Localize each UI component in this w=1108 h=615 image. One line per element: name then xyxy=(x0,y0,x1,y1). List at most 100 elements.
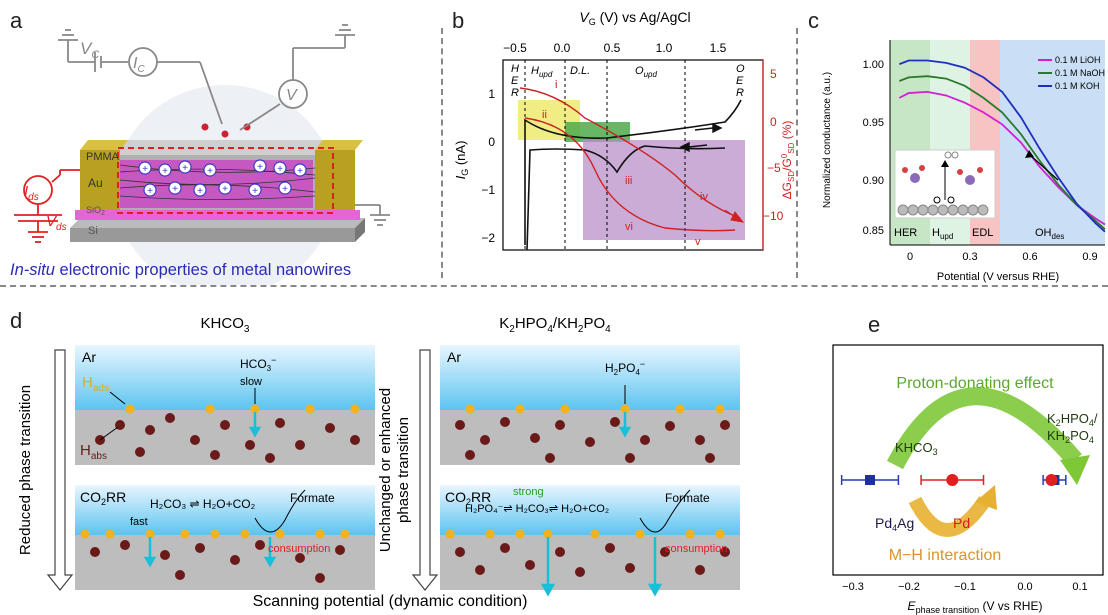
e-xlabel: Ephase transition (V vs RHE) xyxy=(908,599,1043,615)
c-y-ticks: 1.00 0.95 0.90 0.85 xyxy=(863,59,884,237)
svg-text:0.1 M LiOH: 0.1 M LiOH xyxy=(1055,55,1101,65)
svg-text:0.0: 0.0 xyxy=(1017,581,1032,593)
d-ar-left: Ar xyxy=(82,349,96,365)
svg-text:Hupd: Hupd xyxy=(932,227,953,241)
svg-text:H: H xyxy=(511,63,519,75)
svg-text:−1: −1 xyxy=(481,183,495,197)
panel-a-caption: In-situ electronic properties of metal n… xyxy=(10,261,351,279)
d-eq-right: H₂PO₄⁻⇌ H₂CO₃⇌ H₂O+CO₂ xyxy=(465,503,609,515)
d-co2rr-left: CO2RR xyxy=(80,489,126,507)
svg-text:i: i xyxy=(555,79,557,91)
svg-text:1.00: 1.00 xyxy=(863,59,884,71)
svg-text:+: + xyxy=(142,164,148,175)
e-mh-label: M−H interaction xyxy=(889,547,1002,564)
svg-text:HER: HER xyxy=(894,227,917,239)
svg-text:+: + xyxy=(257,162,263,173)
b-region-labels: HER Hupd D.L. Oupd OER xyxy=(511,63,745,99)
svg-text:0.95: 0.95 xyxy=(863,117,884,129)
divider-ab xyxy=(441,28,443,278)
e-pd4ag-label: Pd4Ag xyxy=(875,515,914,533)
svg-text:−5: −5 xyxy=(767,161,781,175)
svg-text:+: + xyxy=(222,184,228,195)
sio2-layer xyxy=(75,210,360,220)
svg-text:0: 0 xyxy=(907,251,913,263)
e-proton-label: Proton-donating effect xyxy=(896,375,1054,392)
au-right-electrode xyxy=(315,150,355,210)
v-label: V xyxy=(286,87,298,104)
h-abs-dots xyxy=(90,413,730,583)
si-label: Si xyxy=(88,225,98,237)
b-left-label: IG (nA) xyxy=(453,141,470,180)
horizontal-divider xyxy=(0,285,1108,287)
vc-label: VC xyxy=(80,39,99,61)
svg-text:1.0: 1.0 xyxy=(656,41,673,55)
e-point-square-0 xyxy=(865,475,876,485)
panel-a-schematic: + + + + + + + + + + + + + VC IC V xyxy=(10,24,390,285)
b-top-ticks: −0.5 0.0 0.5 1.0 1.5 xyxy=(503,41,727,55)
d-side-right-1: Unchanged or enhanced xyxy=(377,388,394,552)
svg-text:Oupd: Oupd xyxy=(635,65,657,79)
d-side-right-2: phase transition xyxy=(395,417,412,523)
d-co2rr-right: CO2RR xyxy=(445,489,491,507)
b-top-axis-label: VG (V) vs Ag/AgCl xyxy=(579,9,690,27)
svg-text:iii: iii xyxy=(625,175,632,187)
svg-text:Hupd: Hupd xyxy=(531,65,553,79)
ic-label: IC xyxy=(133,55,145,75)
svg-text:+: + xyxy=(282,184,288,195)
svg-text:0.85: 0.85 xyxy=(863,225,884,237)
e-point-circle-2 xyxy=(1045,474,1058,486)
svg-text:0.5: 0.5 xyxy=(604,41,621,55)
svg-text:0.9: 0.9 xyxy=(1082,251,1097,263)
panel-label-c: c xyxy=(808,8,819,33)
c-legend: 0.1 M LiOH 0.1 M NaOH 0.1 M KOH xyxy=(1038,55,1105,91)
c-series-line-2 xyxy=(899,59,1106,233)
svg-text:R: R xyxy=(736,87,744,99)
panel-c-chart: 1.00 0.95 0.90 0.85 0 0.3 0.6 0.9 Normal… xyxy=(822,40,1106,283)
vds-label: Vds xyxy=(46,213,67,233)
c-x-ticks: 0 0.3 0.6 0.9 xyxy=(907,251,1098,263)
e-yellow-arc xyxy=(908,496,991,537)
svg-text:0.1 M NaOH: 0.1 M NaOH xyxy=(1055,68,1105,78)
svg-text:iv: iv xyxy=(700,191,708,203)
svg-text:E: E xyxy=(736,75,744,87)
si-substrate xyxy=(70,228,355,242)
d-ar-right: Ar xyxy=(447,349,461,365)
svg-text:0: 0 xyxy=(488,135,495,149)
svg-text:0.1 M KOH: 0.1 M KOH xyxy=(1055,81,1100,91)
d-formate-left: Formate xyxy=(290,491,335,505)
au-label: Au xyxy=(88,176,103,190)
svg-text:E: E xyxy=(511,75,519,87)
c-region-labels: HER Hupd EDL OHdes xyxy=(894,227,1064,241)
e-green-arc xyxy=(887,387,1082,470)
d-habs-label: Habs xyxy=(80,442,107,462)
region-purple xyxy=(583,140,745,240)
e-k2hpo4-line1: K2HPO4/ xyxy=(1047,411,1098,428)
svg-text:−10: −10 xyxy=(763,209,784,223)
svg-text:−0.5: −0.5 xyxy=(503,41,527,55)
svg-text:+: + xyxy=(197,186,203,197)
d-eq-left: H₂CO₃ ⇌ H₂O+CO₂ xyxy=(150,497,256,511)
svg-text:−0.2: −0.2 xyxy=(898,581,920,593)
svg-text:+: + xyxy=(172,184,178,195)
svg-text:−0.3: −0.3 xyxy=(842,581,864,593)
e-x-ticks: −0.3 −0.2 −0.1 0.0 0.1 xyxy=(842,581,1088,593)
d-title-right: K2HPO4/KH2PO4 xyxy=(499,315,611,335)
svg-text:+: + xyxy=(147,186,153,197)
svg-text:+: + xyxy=(162,166,168,177)
svg-text:+: + xyxy=(297,166,303,177)
d-consumption-left: consumption xyxy=(268,543,330,555)
ids-label: Ids xyxy=(24,183,39,203)
b-conductance-curves xyxy=(519,87,741,232)
b-current-curves xyxy=(524,99,742,251)
d-formate-right: Formate xyxy=(665,491,710,505)
d-bottom-label: Scanning potential (dynamic condition) xyxy=(253,593,528,610)
d-side-left: Reduced phase transition xyxy=(17,385,34,555)
svg-text:ii: ii xyxy=(542,109,547,121)
svg-text:R: R xyxy=(511,87,519,99)
e-pd-label: Pd xyxy=(953,515,970,531)
panel-label-e: e xyxy=(868,312,881,337)
svg-text:1: 1 xyxy=(488,87,495,101)
svg-text:+: + xyxy=(252,186,258,197)
panel-e-chart: Proton-donating effect M−H interaction K… xyxy=(832,344,1104,615)
panel-d-schematic: KHCO3 K2HPO4/KH2PO4 Ar Hads xyxy=(17,315,740,610)
